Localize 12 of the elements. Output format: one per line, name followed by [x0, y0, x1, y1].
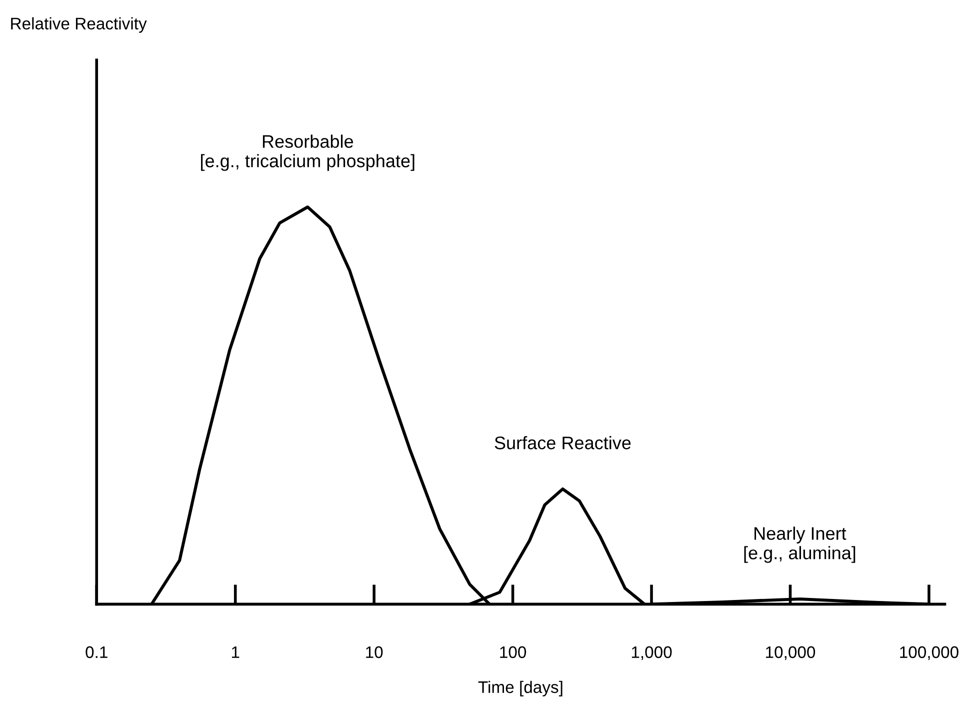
x-axis-title: Time [days]: [478, 680, 562, 696]
x-tick-label: 0.1: [86, 646, 108, 658]
text: Relative Reactivity: [11, 17, 147, 33]
x-tick-label: 100,000: [900, 646, 958, 660]
x-tick-label: 10: [366, 646, 383, 658]
text: Resorbable [e.g., tricalcium phosphate]: [201, 134, 414, 171]
x-tick-label: 100: [500, 646, 526, 658]
annotation: Nearly Inert [e.g., alumina]: [744, 526, 856, 563]
x-tick-label: 1: [232, 646, 240, 658]
annotation: Surface Reactive: [494, 436, 631, 450]
x-tick-label: 1,000: [632, 646, 672, 660]
x-tick-label: 10,000: [766, 646, 816, 660]
